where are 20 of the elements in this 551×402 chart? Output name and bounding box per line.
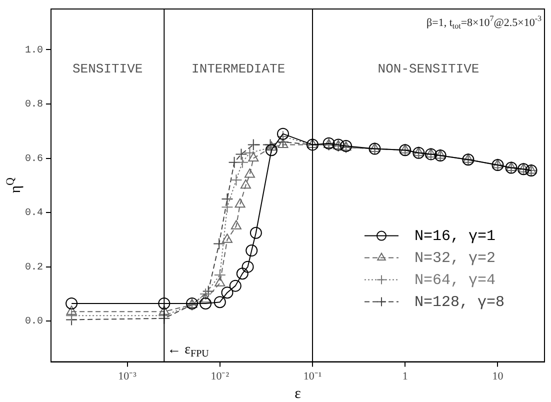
legend-label: N=16, γ=1 [414,228,496,245]
y-tick-label: 0.8 [24,100,44,111]
y-tick-label: 0.2 [24,262,44,274]
y-tick-label: 1.0 [24,45,44,56]
x-axis-title: ε [294,386,301,402]
annotation: SENSITIVE [72,61,143,76]
legend-label: N=32, γ=2 [414,250,496,267]
annotation: INTERMEDIATE [192,61,286,76]
x-tick-label: 10⁻¹ [303,370,322,382]
y-tick-label: 0.4 [24,208,44,220]
annotation: NON-SENSITIVE [378,61,480,76]
y-tick-label: 0.0 [24,316,44,328]
legend-label: N=128, γ=8 [414,294,505,311]
y-tick-label: 0.6 [24,154,44,165]
x-tick-label: 10 [492,370,504,382]
legend-label: N=64, γ=4 [414,272,496,289]
x-tick-label: 10⁻³ [118,370,138,382]
x-tick-label: 10⁻² [210,370,230,382]
y-axis-title: ηQ [4,177,24,194]
x-tick-label: 1 [402,370,408,382]
